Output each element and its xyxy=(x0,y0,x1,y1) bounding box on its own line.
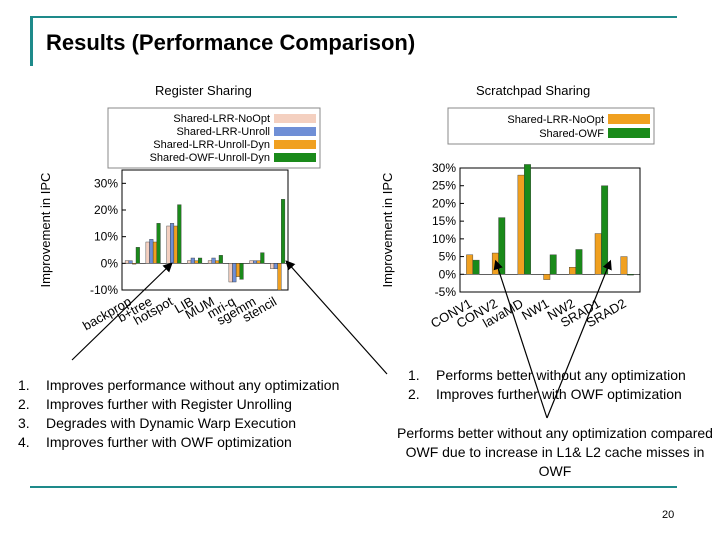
scratchpad-sharing-notes: 1. Performs better without any optimizati… xyxy=(408,366,686,404)
plot-frame xyxy=(459,167,641,293)
arrow-to-register-chart xyxy=(71,262,173,361)
cache-miss-note: Performs better without any optimization… xyxy=(397,425,713,479)
legend-swatch xyxy=(274,153,316,162)
note-item: 2. Improves further with OWF optimization xyxy=(408,386,682,402)
slide-title: Results (Performance Comparison) xyxy=(46,30,416,55)
bar xyxy=(626,274,634,276)
bar xyxy=(135,247,140,264)
right-chart-subtitle: Scratchpad Sharing xyxy=(476,83,591,98)
plot-frame xyxy=(121,169,289,291)
bar xyxy=(281,199,286,264)
y-tick-label: -10% xyxy=(90,283,118,297)
bar xyxy=(156,223,161,264)
y-tick-label: 0% xyxy=(101,256,119,270)
note-item: 4. Improves further with OWF optimization xyxy=(18,434,292,450)
y-tick-label: 0% xyxy=(439,267,457,281)
scratchpad-sharing-chart: Shared-LRR-NoOpt Shared-OWF -5% 0% 5% 10% 15% 2… xyxy=(380,107,655,331)
y-tick-label: 10% xyxy=(94,230,118,244)
arrow-to-srad1-bar xyxy=(546,259,612,419)
y-tick-label: 20% xyxy=(94,203,118,217)
y-tick-label: 5% xyxy=(439,250,457,264)
legend-label: Shared-OWF-Unroll-Dyn xyxy=(150,152,270,164)
bar xyxy=(198,257,203,264)
left-chart-subtitle: Register Sharing xyxy=(155,83,252,98)
bar xyxy=(277,263,282,291)
y-tick-label: 25% xyxy=(432,179,456,193)
legend-swatch xyxy=(608,114,650,124)
legend-swatch xyxy=(608,128,650,138)
left-accent-bar xyxy=(30,16,33,66)
legend-swatch xyxy=(274,140,316,149)
note-item: 3. Degrades with Dynamic Warp Execution xyxy=(18,415,297,431)
legend-swatch xyxy=(274,127,316,136)
bar xyxy=(218,255,223,264)
y-tick-label: -5% xyxy=(435,285,457,299)
bar xyxy=(472,259,480,275)
y-axis-label: Improvement in IPC xyxy=(38,173,53,288)
legend-swatch xyxy=(274,114,316,123)
note-item: 1. Performs better without any optimizati… xyxy=(408,367,686,383)
legend-label: Shared-LRR-NoOpt xyxy=(507,114,604,126)
page-number: 20 xyxy=(662,509,675,521)
bar xyxy=(543,274,551,280)
note-item: 1. Improves performance without any optim… xyxy=(18,377,340,393)
y-tick-label: 10% xyxy=(432,232,456,246)
register-sharing-chart: Shared-LRR-NoOptShared-LRR-UnrollShared-… xyxy=(38,107,321,333)
bar xyxy=(549,254,557,275)
y-tick-label: 15% xyxy=(432,214,456,228)
bar xyxy=(132,263,137,265)
register-sharing-notes: 1. Improves performance without any optim… xyxy=(18,376,339,452)
legend-label: Shared-LRR-NoOpt xyxy=(173,113,270,125)
y-tick-label: 30% xyxy=(94,176,118,190)
bar xyxy=(620,256,628,275)
arrow-to-conv2-bar xyxy=(493,259,548,419)
legend-label: Shared-LRR-Unroll-Dyn xyxy=(153,139,270,151)
bar xyxy=(524,164,531,275)
bottom-accent-rule xyxy=(30,486,677,488)
bar xyxy=(260,252,265,264)
bar xyxy=(239,263,244,280)
top-accent-rule xyxy=(30,16,677,18)
note-item: 2. Improves further with Register Unrolli… xyxy=(18,396,292,412)
bar xyxy=(498,217,506,275)
bar xyxy=(128,260,133,264)
bar xyxy=(177,204,182,264)
legend-label: Shared-LRR-Unroll xyxy=(176,126,270,138)
arrow-to-stencil-bar xyxy=(285,260,388,375)
legend-label: Shared-OWF xyxy=(539,128,604,140)
y-tick-label: 30% xyxy=(432,161,456,175)
y-tick-label: 20% xyxy=(432,196,456,210)
bar xyxy=(575,249,583,275)
y-axis-label: Improvement in IPC xyxy=(380,173,395,288)
